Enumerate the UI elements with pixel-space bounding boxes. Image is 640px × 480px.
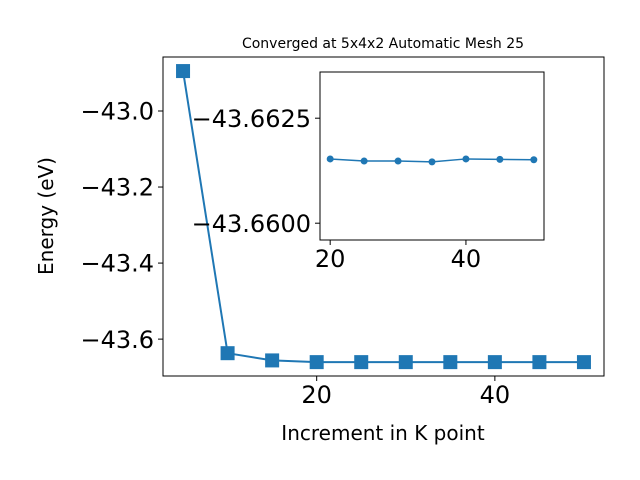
- main-axes-frame: [162, 56, 605, 377]
- main-ticks: 20 40 −43.0 −43.2 −43.4 −43.6: [80, 98, 510, 409]
- inset-x-tick-label: 20: [315, 245, 346, 273]
- main-plot: 20 40 −43.0 −43.2 −43.4 −43.6 Converged at 5x…: [34, 36, 605, 445]
- main-data-point: [443, 355, 458, 370]
- main-series-line: [182, 70, 584, 364]
- main-x-tick-label: 20: [301, 381, 332, 409]
- main-x-tick-label: 40: [480, 381, 511, 409]
- inset-data-point: [428, 158, 436, 166]
- inset-x-tick-label: 40: [451, 245, 482, 273]
- main-data-point: [532, 355, 547, 370]
- y-axis-label: Energy (eV): [34, 157, 58, 275]
- inset-axes-frame: [319, 71, 545, 241]
- inset-data-point: [496, 155, 504, 163]
- inset-data-point: [360, 157, 368, 165]
- main-data-point: [309, 355, 324, 370]
- inset-plot: 20 40 −43.6625 −43.6600: [192, 71, 545, 273]
- main-y-tick-label: −43.4: [80, 250, 154, 278]
- chart-title: Converged at 5x4x2 Automatic Mesh 25: [242, 36, 524, 52]
- inset-series: [326, 155, 538, 166]
- inset-data-point: [462, 155, 470, 163]
- main-data-point: [398, 355, 413, 370]
- main-series: [176, 64, 591, 370]
- inset-data-point: [326, 155, 334, 163]
- inset-data-point: [394, 157, 402, 165]
- main-y-tick-label: −43.0: [80, 98, 154, 126]
- main-data-point: [265, 353, 280, 368]
- main-y-tick-label: −43.6: [80, 326, 154, 354]
- main-data-point: [220, 346, 235, 361]
- main-data-point: [354, 355, 369, 370]
- x-axis-label: Increment in K point: [281, 421, 485, 445]
- main-y-tick-label: −43.2: [80, 174, 154, 202]
- main-data-point: [487, 355, 502, 370]
- inset-data-point: [530, 156, 538, 164]
- inset-y-tick-label: −43.6625: [192, 105, 311, 133]
- main-data-point: [576, 355, 591, 370]
- main-data-point: [176, 64, 191, 79]
- inset-ticks: 20 40 −43.6625 −43.6600: [192, 105, 482, 273]
- inset-y-tick-label: −43.6600: [192, 210, 311, 238]
